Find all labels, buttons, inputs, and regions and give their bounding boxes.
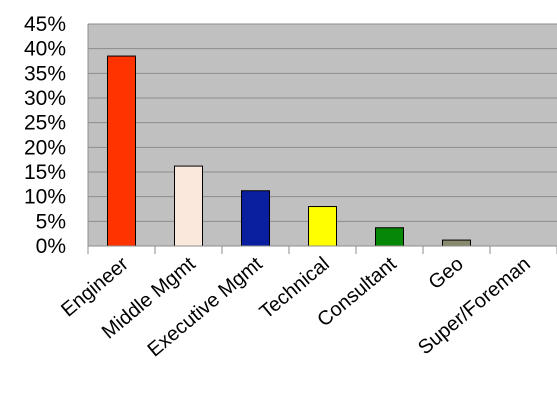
y-tick-label: 10% bbox=[24, 186, 66, 209]
bars bbox=[107, 55, 471, 247]
y-tick-label: 5% bbox=[36, 210, 66, 233]
y-tick-label: 0% bbox=[36, 235, 66, 258]
bar bbox=[375, 227, 404, 247]
bar bbox=[241, 190, 270, 247]
y-tick-label: 40% bbox=[24, 38, 66, 61]
y-axis-tick-labels: 0%5%10%15%20%25%30%35%40%45% bbox=[24, 13, 66, 258]
y-tick-label: 20% bbox=[24, 136, 66, 159]
y-tick-label: 30% bbox=[24, 87, 66, 110]
y-tick-label: 25% bbox=[24, 112, 66, 135]
bar bbox=[308, 206, 337, 247]
y-tick-label: 15% bbox=[24, 161, 66, 184]
x-category-label: Super/Foreman bbox=[414, 253, 535, 359]
y-tick-label: 35% bbox=[24, 62, 66, 85]
gridlines bbox=[88, 23, 557, 222]
bar bbox=[174, 165, 203, 247]
x-axis-ticks bbox=[87, 246, 557, 254]
x-category-label: Geo bbox=[425, 253, 468, 294]
y-tick-label: 45% bbox=[24, 13, 66, 36]
bar bbox=[107, 55, 136, 247]
x-category-label: Executive Mgmt bbox=[144, 253, 267, 362]
bar bbox=[442, 239, 471, 247]
